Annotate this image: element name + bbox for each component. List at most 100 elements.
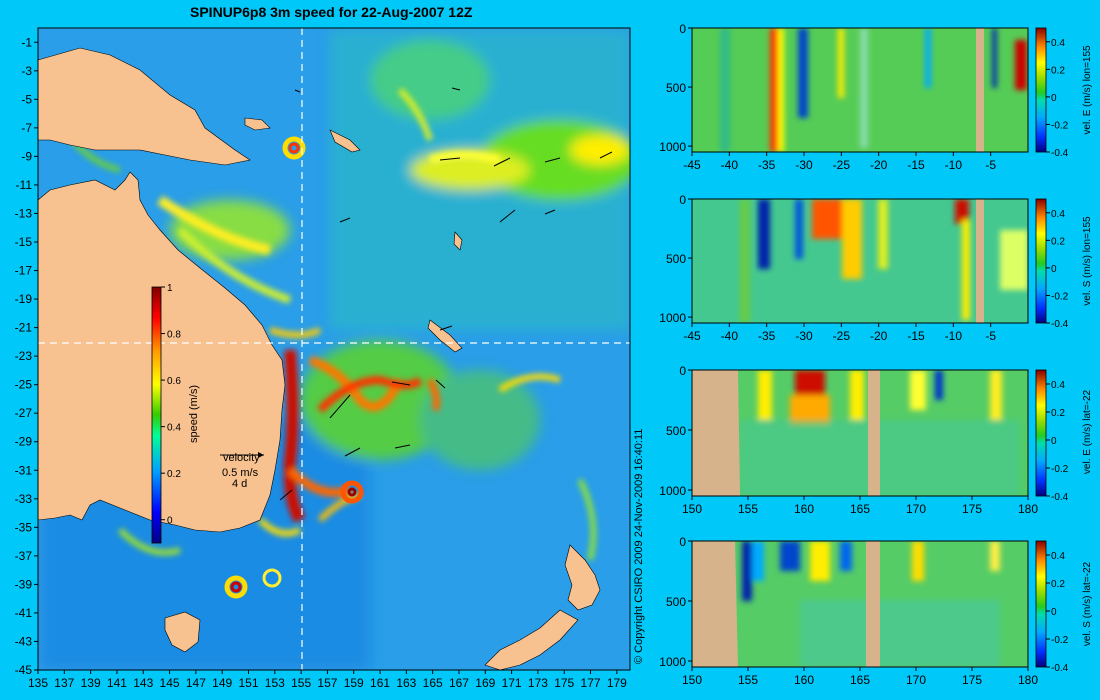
speed-colorbar-bar: [151, 286, 162, 544]
map-frame: [37, 27, 631, 671]
speed-colorbar-tick-label: 0.2: [167, 469, 181, 480]
section-y-tick-label: 0: [679, 535, 686, 549]
section-3-colorbar-label: vel. E (m/s) lat=-22: [1082, 389, 1093, 474]
map-x-tick-label: 175: [554, 676, 574, 690]
section-x-tick-label: 155: [738, 502, 758, 516]
reference-vector-duration: 4 d: [232, 478, 247, 490]
section-x-tick-label: 155: [738, 673, 758, 687]
section-4-colorbar-label: vel. S (m/s) lat=-22: [1082, 561, 1093, 646]
section-1-features: [720, 28, 1027, 152]
map-y-tick-label: -43: [15, 634, 33, 648]
section-3-colorbar: [1035, 369, 1047, 497]
section-1-colorbar-ticks: 0.4 0.2 0 -0.2 -0.4: [1046, 38, 1069, 159]
section-x-tick-label: -10: [945, 329, 963, 343]
section-x-tick-label: 175: [962, 502, 982, 516]
section-x-tick-label: 165: [850, 673, 870, 687]
section-x-tick-label: -25: [833, 158, 851, 172]
map-x-tick-label: 151: [238, 676, 258, 690]
section-x-tick-label: -30: [795, 158, 813, 172]
section-colorbar-tick-label: -0.2: [1051, 291, 1069, 302]
section-x-tick-label: -5: [985, 158, 996, 172]
section-x-tick-label: 170: [906, 673, 926, 687]
section-x-tick-label: 180: [1018, 502, 1038, 516]
map-x-tick-label: 169: [475, 676, 495, 690]
map-y-tick-label: -7: [21, 121, 32, 135]
chart-title: SPINUP6p8 3m speed for 22-Aug-2007 12Z: [190, 4, 473, 20]
map-y-tick-label: -35: [15, 520, 33, 534]
section-colorbar-tick-label: 0: [1051, 436, 1057, 447]
map-y-tick-label: -9: [21, 149, 32, 163]
section-colorbar-tick-label: -0.4: [1051, 663, 1069, 674]
section-1-axes: -45 -40 -35 -30 -25 -20 -15 -10 -5 0 500 1000: [659, 22, 996, 172]
section-colorbar-tick-label: 0: [1051, 607, 1057, 618]
section-colorbar-tick-label: 0.4: [1051, 209, 1065, 220]
speed-colorbar-ticks: 0 0.2 0.4 0.6 0.8 1: [161, 283, 181, 527]
reference-vector-legend: velocity 0.5 m/s 4 d: [222, 452, 260, 490]
section-y-tick-label: 0: [679, 364, 686, 378]
map-x-tick-label: 171: [502, 676, 522, 690]
speed-colorbar-tick-label: 0.8: [167, 330, 181, 341]
section-x-tick-label: -25: [833, 329, 851, 343]
section-x-tick-label: -40: [721, 329, 739, 343]
section-2-axes: -45 -40 -35 -30 -25 -20 -15 -10 -5 0 500 1000: [659, 193, 996, 343]
section-colorbar-tick-label: 0.2: [1051, 579, 1065, 590]
map-x-tick-label: 147: [186, 676, 206, 690]
reference-vector-value: 0.5 m/s: [222, 467, 259, 479]
speed-colorbar-tick-label: 1: [167, 283, 173, 294]
speed-colorbar-label: speed (m/s): [188, 385, 200, 443]
map-x-tick-label: 135: [28, 676, 48, 690]
speed-map: -1 -3 -5 -7 -9 -11 -13 -15 -17 -19 -21 -23 -25 -27 -29…: [15, 27, 631, 690]
map-x-tick-label: 143: [133, 676, 153, 690]
new-zealand-south: [484, 609, 579, 670]
section-panel-3: 150 155 160 165 170 175 180 0 500 1000 0.4 0.2 0 -0.…: [659, 364, 1093, 516]
speed-colorbar-tick-label: 0: [167, 516, 173, 527]
section-x-tick-label: -40: [721, 158, 739, 172]
map-y-tick-label: -27: [15, 406, 33, 420]
section-3-colorbar-ticks: 0.4 0.2 0 -0.2 -0.4: [1046, 380, 1069, 503]
land-masses: [38, 47, 601, 670]
section-colorbar-tick-label: 0.2: [1051, 65, 1065, 76]
map-y-tick-label: -29: [15, 435, 33, 449]
vanuatu: [453, 231, 463, 251]
section-colorbar-tick-label: 0.2: [1051, 236, 1065, 247]
section-y-tick-label: 1000: [659, 655, 686, 669]
map-y-tick-label: -31: [15, 463, 33, 477]
map-y-tick-label: -17: [15, 264, 33, 278]
section-y-tick-label: 1000: [659, 484, 686, 498]
section-1-frame: [691, 27, 1029, 153]
section-x-tick-label: 165: [850, 502, 870, 516]
map-x-tick-label: 163: [396, 676, 416, 690]
reference-vector-title: velocity: [223, 452, 260, 464]
section-colorbar-tick-label: 0.4: [1051, 38, 1065, 49]
section-colorbar-tick-label: -0.4: [1051, 148, 1069, 159]
map-x-tick-label: 139: [81, 676, 101, 690]
section-x-tick-label: 180: [1018, 673, 1038, 687]
section-panel-4: 150 155 160 165 170 175 180 0 500 1000 0.4 0.2 0 -0.…: [659, 535, 1093, 687]
section-x-tick-label: -45: [683, 329, 701, 343]
section-colorbar-tick-label: -0.2: [1051, 120, 1069, 131]
section-colorbar-tick-label: 0.2: [1051, 408, 1065, 419]
section-y-tick-label: 500: [666, 595, 686, 609]
map-y-tick-label: -3: [21, 64, 32, 78]
section-colorbar-tick-label: -0.4: [1051, 319, 1069, 330]
section-2-colorbar-label: vel. S (m/s) lon=155: [1082, 216, 1093, 306]
section-2-frame: [691, 198, 1029, 324]
section-3-axes: 150 155 160 165 170 175 180 0 500 1000: [659, 364, 1038, 516]
map-y-tick-label: -23: [15, 349, 33, 363]
map-x-tick-label: 179: [607, 676, 627, 690]
section-x-tick-label: 150: [682, 673, 702, 687]
map-x-tick-label: 173: [528, 676, 548, 690]
section-2-colorbar-ticks: 0.4 0.2 0 -0.2 -0.4: [1046, 209, 1069, 330]
map-x-tick-label: 155: [291, 676, 311, 690]
section-colorbar-tick-label: 0: [1051, 264, 1057, 275]
section-x-tick-label: -30: [795, 329, 813, 343]
section-2-colorbar: [1035, 198, 1047, 324]
section-1-colorbar: [1035, 27, 1047, 153]
solomon-islands: [329, 129, 361, 153]
current-filaments: [57, 87, 597, 561]
new-caledonia: [427, 319, 463, 353]
map-y-tick-label: -5: [21, 92, 32, 106]
map-x-tick-label: 159: [344, 676, 364, 690]
